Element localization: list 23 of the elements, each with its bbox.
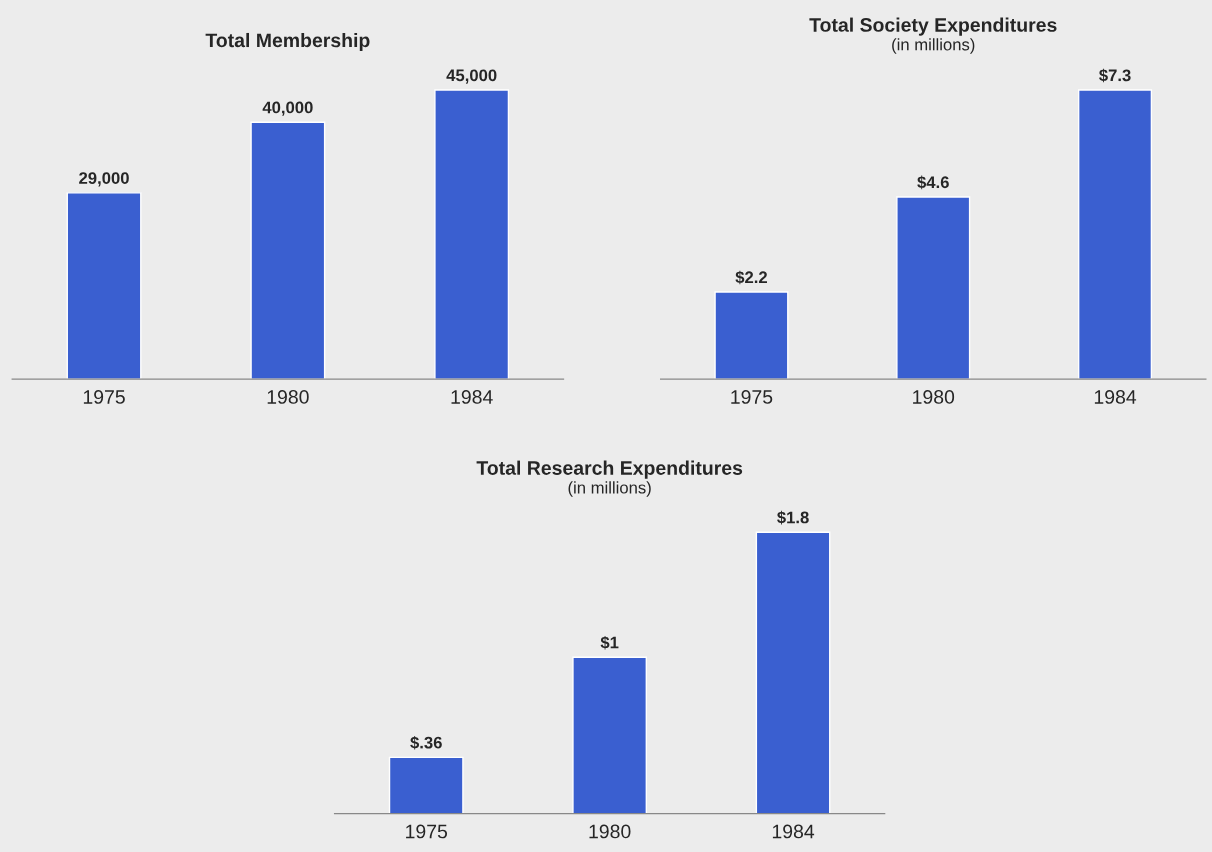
data-label: $4.6 bbox=[917, 175, 949, 190]
x-tick-label: 1980 bbox=[267, 390, 309, 404]
chart-title: Total Research Expenditures bbox=[476, 460, 743, 479]
x-tick-label: 1980 bbox=[913, 390, 955, 404]
data-label: $2.2 bbox=[735, 270, 767, 285]
data-label: $7.3 bbox=[1099, 68, 1131, 83]
chart-subtitle: (in millions) bbox=[892, 38, 975, 54]
data-label: 29,000 bbox=[79, 172, 129, 187]
chart-title: Total Membership bbox=[205, 32, 370, 52]
data-label: $1 bbox=[600, 635, 619, 650]
x-tick-label: 1975 bbox=[406, 824, 448, 839]
data-label: 40,000 bbox=[262, 101, 313, 116]
x-tick-label: 1975 bbox=[731, 390, 773, 404]
chart-title: Total Society Expenditures bbox=[809, 17, 1057, 36]
chart-subtitle: (in millions) bbox=[568, 481, 651, 497]
x-tick-label: 1975 bbox=[83, 390, 125, 404]
data-label: 45,000 bbox=[446, 69, 497, 84]
data-label: $.36 bbox=[410, 735, 442, 750]
data-label: $1.8 bbox=[777, 510, 809, 525]
x-tick-label: 1984 bbox=[451, 390, 493, 404]
x-tick-label: 1984 bbox=[1094, 390, 1137, 404]
x-tick-label: 1980 bbox=[589, 824, 631, 839]
x-tick-label: 1984 bbox=[772, 824, 815, 839]
